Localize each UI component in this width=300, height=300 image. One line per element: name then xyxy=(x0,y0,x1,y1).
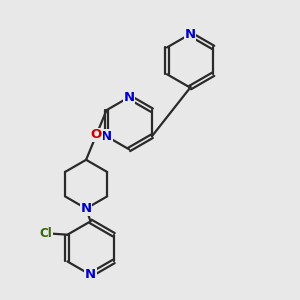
Text: N: N xyxy=(184,28,196,40)
Text: N: N xyxy=(85,268,96,281)
Text: N: N xyxy=(124,91,135,103)
Text: N: N xyxy=(80,202,92,215)
Text: Cl: Cl xyxy=(40,227,52,240)
Text: O: O xyxy=(91,128,102,142)
Text: N: N xyxy=(101,130,112,143)
